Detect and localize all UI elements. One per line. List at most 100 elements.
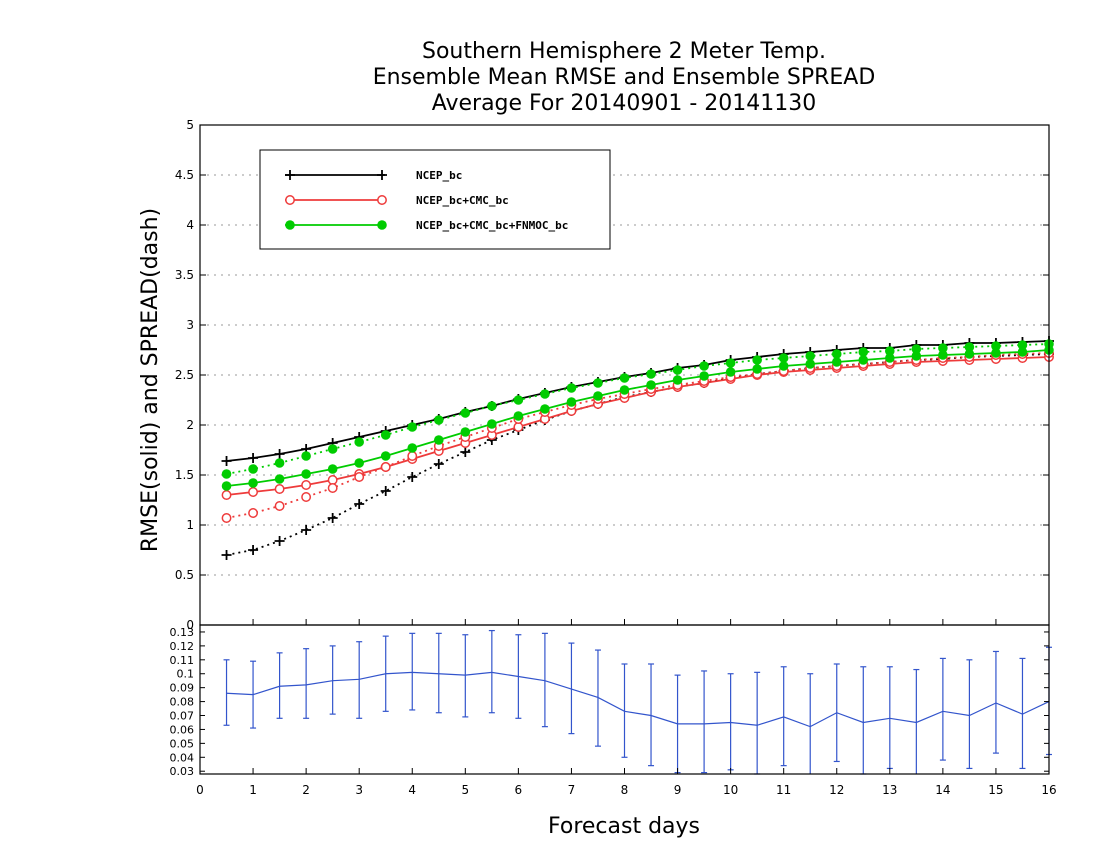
data-point	[301, 525, 312, 535]
y-tick-label: 0.07	[170, 710, 195, 723]
series-ncep-bc	[221, 336, 1054, 560]
data-point	[487, 419, 497, 429]
x-tick-label: 15	[988, 783, 1003, 797]
data-point	[221, 469, 232, 479]
y-tick-label: 0.11	[170, 654, 195, 667]
data-point	[274, 484, 285, 494]
data-point	[513, 411, 524, 421]
data-point	[858, 347, 869, 357]
y-tick-label: 0.03	[170, 765, 195, 778]
difference-line	[226, 671, 1050, 728]
x-tick-label: 14	[935, 783, 950, 797]
y-tick-label: 3.5	[175, 268, 194, 282]
rmse-line	[226, 356, 1050, 496]
data-point	[327, 475, 338, 485]
data-point	[991, 348, 1001, 358]
data-point	[377, 170, 387, 180]
spread-line	[226, 353, 1050, 556]
data-point	[274, 449, 285, 459]
data-point	[377, 195, 387, 205]
data-point	[513, 395, 524, 405]
data-point	[725, 358, 736, 368]
data-point	[327, 483, 338, 493]
data-point	[460, 447, 471, 457]
y-tick-label: 3	[186, 318, 194, 332]
chart-title-line-2: Ensemble Mean RMSE and Ensemble SPREAD	[373, 65, 876, 90]
data-point	[327, 444, 338, 454]
data-point	[380, 486, 391, 496]
legend-label: NCEP_bc	[416, 169, 462, 182]
y-tick-label: 0.08	[170, 696, 195, 709]
data-point	[593, 378, 603, 388]
x-tick-label: 3	[355, 783, 363, 797]
data-point	[301, 492, 312, 502]
data-point	[778, 353, 789, 363]
data-point	[301, 480, 312, 490]
data-point	[301, 469, 311, 479]
y-tick-label: 0.5	[175, 568, 194, 582]
data-point	[274, 536, 285, 546]
data-point	[433, 435, 444, 445]
y-tick-label: 0	[186, 618, 194, 632]
data-point	[248, 487, 259, 497]
data-point	[699, 361, 709, 371]
x-tick-label: 1	[249, 783, 257, 797]
y-tick-label: 0.05	[170, 737, 195, 750]
data-point	[354, 458, 364, 468]
data-point	[885, 346, 895, 356]
data-point	[274, 501, 285, 511]
data-point	[248, 508, 259, 518]
x-tick-label: 8	[621, 783, 629, 797]
data-point	[938, 343, 948, 353]
x-tick-label: 12	[829, 783, 844, 797]
data-point	[433, 415, 444, 425]
data-point	[487, 401, 497, 411]
data-point	[1017, 340, 1028, 350]
data-point	[964, 349, 975, 359]
data-point	[593, 391, 603, 401]
data-point	[380, 451, 391, 461]
data-point	[354, 499, 365, 509]
rmse-line	[226, 349, 1050, 487]
data-point	[752, 355, 762, 365]
data-point	[566, 397, 577, 407]
data-point	[285, 220, 295, 230]
data-point	[619, 385, 630, 395]
data-point	[377, 220, 387, 230]
data-point	[752, 364, 762, 374]
data-point	[460, 408, 471, 418]
y-tick-label: 0.13	[170, 626, 195, 639]
data-point	[248, 453, 259, 463]
bottom-panel-y-ticks: 0.030.040.050.060.070.080.090.10.110.120…	[170, 626, 1049, 778]
legend-label: NCEP_bc+CMC_bc	[416, 194, 509, 207]
data-point	[327, 513, 338, 523]
x-tick-label: 10	[723, 783, 738, 797]
chart-title-line-3: Average For 20140901 - 20141130	[432, 91, 817, 116]
x-axis-ticks: 0 1 2 3 4 5 6 7 8 9 10 11 12 13 14 15 16	[196, 619, 1057, 797]
data-point	[885, 353, 895, 363]
data-point	[407, 443, 418, 453]
data-point	[1017, 347, 1028, 357]
data-point	[646, 369, 656, 379]
data-point	[407, 422, 418, 432]
data-point	[566, 383, 577, 393]
data-point	[725, 367, 736, 377]
legend-label: NCEP_bc+CMC_bc+FNMOC_bc	[416, 219, 568, 232]
top-panel-series	[221, 336, 1054, 560]
y-tick-label: 0.06	[170, 723, 195, 736]
data-point	[858, 355, 869, 365]
data-point	[354, 437, 364, 447]
data-point	[248, 464, 258, 474]
spread-line	[226, 343, 1050, 475]
data-point	[460, 427, 471, 437]
top-panel-y-ticks: 0 0.5 1 1.5 2 2.5 3 3.5 4 4.5 5	[175, 118, 1049, 632]
data-point	[964, 342, 975, 352]
bottom-panel-series	[223, 629, 1052, 775]
y-tick-label: 1.5	[175, 468, 194, 482]
data-point	[274, 458, 285, 468]
data-point	[778, 361, 789, 371]
data-point	[911, 344, 922, 354]
data-point	[248, 478, 258, 488]
data-point	[301, 451, 311, 461]
spread-line	[226, 352, 1050, 519]
